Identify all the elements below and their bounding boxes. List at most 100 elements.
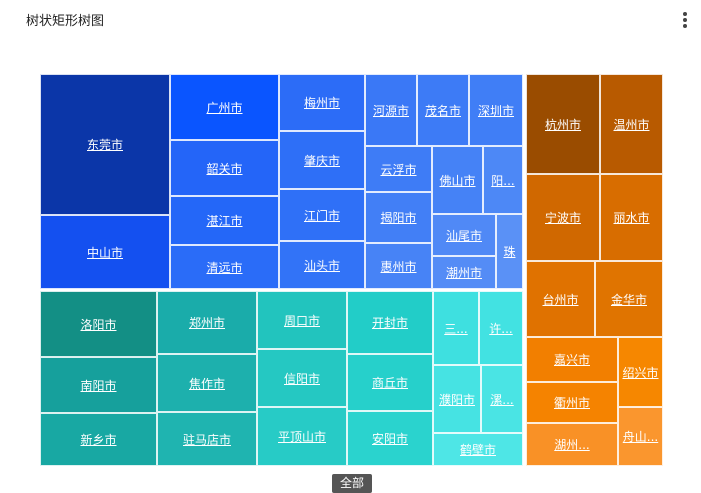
- treemap-cell-label: 安阳市: [371, 432, 408, 446]
- treemap-cell[interactable]: 杭州市: [526, 74, 600, 174]
- treemap-cell[interactable]: 嘉兴市: [526, 337, 618, 382]
- treemap-cell[interactable]: 周口市: [257, 291, 347, 349]
- treemap-cell-label: 鹤壁市: [459, 443, 496, 457]
- treemap-cell[interactable]: 信阳市: [257, 349, 347, 407]
- treemap-cell[interactable]: 清远市: [170, 245, 279, 289]
- treemap-cell-label: 嘉兴市: [553, 353, 590, 367]
- treemap-cell-label: 漯...: [490, 392, 514, 407]
- treemap-cell-label: 郑州市: [188, 316, 225, 330]
- treemap-cell[interactable]: 安阳市: [347, 411, 433, 466]
- treemap-cell[interactable]: 潮州市: [432, 256, 496, 289]
- treemap-cell-label: 珠: [503, 245, 516, 259]
- treemap-cell[interactable]: 驻马店市: [157, 412, 257, 466]
- treemap-cell[interactable]: 东莞市: [40, 74, 170, 215]
- treemap-cell-label: 河源市: [372, 103, 409, 118]
- treemap-cell[interactable]: 许...: [479, 291, 523, 365]
- treemap-cell-label: 驻马店市: [182, 432, 231, 447]
- treemap-cell-label: 深圳市: [477, 103, 514, 118]
- treemap-cell[interactable]: 广州市: [170, 74, 279, 140]
- treemap-cell[interactable]: 丽水市: [600, 174, 663, 261]
- treemap-cell-label: 惠州市: [380, 259, 417, 274]
- treemap-cell-label: 焦作市: [188, 376, 225, 391]
- treemap-cell[interactable]: 中山市: [40, 215, 170, 289]
- treemap-cell[interactable]: 温州市: [600, 74, 663, 174]
- treemap-cell-label: 清远市: [206, 260, 243, 275]
- treemap-cell-label: 金华市: [610, 292, 647, 307]
- treemap-cell[interactable]: 梅州市: [279, 74, 365, 131]
- treemap-cell-label: 洛阳市: [80, 317, 117, 332]
- treemap-cell[interactable]: 商丘市: [347, 354, 433, 411]
- treemap-cell-label: 汕尾市: [445, 228, 482, 243]
- treemap-cell[interactable]: 宁波市: [526, 174, 600, 261]
- treemap-cell[interactable]: 鹤壁市: [433, 433, 523, 466]
- treemap-cell-label: 揭阳市: [380, 211, 417, 225]
- treemap-cell[interactable]: 汕尾市: [432, 214, 496, 256]
- treemap-cell-label: 丽水市: [613, 211, 650, 225]
- treemap-cell-label: 衢州市: [553, 396, 590, 410]
- treemap-cell-label: 云浮市: [380, 162, 417, 177]
- treemap-cell[interactable]: 佛山市: [432, 146, 483, 214]
- treemap-cell-label: 梅州市: [303, 96, 340, 110]
- treemap-cell-label: 江门市: [303, 208, 340, 223]
- treemap-cell[interactable]: 阳...: [483, 146, 523, 214]
- treemap-cell[interactable]: 湛江市: [170, 196, 279, 245]
- breadcrumb-all[interactable]: 全部: [332, 474, 373, 493]
- treemap-cell[interactable]: 南阳市: [40, 357, 157, 413]
- treemap-cell-label: 濮阳市: [438, 392, 475, 407]
- treemap-cell[interactable]: 汕头市: [279, 241, 365, 289]
- treemap-cell[interactable]: 郑州市: [157, 291, 257, 354]
- treemap-cell-label: 绍兴市: [622, 365, 659, 380]
- treemap-cell[interactable]: 茂名市: [417, 74, 469, 146]
- more-vertical-icon[interactable]: [676, 10, 694, 30]
- treemap-cell-label: 宁波市: [544, 211, 581, 225]
- treemap-cell[interactable]: 衢州市: [526, 382, 618, 423]
- treemap-cell-label: 开封市: [371, 316, 408, 330]
- treemap-cell[interactable]: 漯...: [481, 365, 523, 433]
- treemap-cell-label: 广州市: [206, 100, 243, 115]
- treemap-cell-label: 南阳市: [80, 378, 117, 393]
- treemap-cell[interactable]: 韶关市: [170, 140, 279, 196]
- treemap-cell[interactable]: 舟山...: [618, 407, 663, 466]
- treemap-cell-label: 温州市: [613, 117, 650, 132]
- treemap-cell-label: 韶关市: [206, 161, 243, 176]
- treemap-cell[interactable]: 台州市: [526, 261, 595, 337]
- treemap-cell-label: 湖州...: [554, 438, 590, 452]
- treemap-cell[interactable]: 深圳市: [469, 74, 523, 146]
- treemap-cell[interactable]: 绍兴市: [618, 337, 663, 407]
- treemap-plot: 东莞市中山市 广州市韶关市湛江市清远市 梅州市肇庆市江门市汕头市 河源市 茂名市 深圳市云…: [40, 74, 663, 466]
- treemap-cell[interactable]: 濮阳市: [433, 365, 481, 433]
- treemap-cell-label: 湛江市: [206, 214, 243, 228]
- treemap-cell-label: 商丘市: [371, 376, 408, 390]
- treemap-cell[interactable]: 平顶山市: [257, 407, 347, 466]
- treemap-cell-label: 中山市: [86, 245, 123, 260]
- treemap-cell-label: 杭州市: [544, 117, 581, 132]
- treemap-cell[interactable]: 焦作市: [157, 354, 257, 412]
- treemap-cell-label: 佛山市: [439, 173, 476, 188]
- treemap-cell-label: 许...: [489, 321, 513, 336]
- treemap-cell-label: 茂名市: [424, 103, 461, 118]
- treemap-cell-label: 台州市: [542, 292, 579, 307]
- treemap-cell[interactable]: 肇庆市: [279, 131, 365, 189]
- treemap-cell[interactable]: 三...: [433, 291, 479, 365]
- treemap-cell[interactable]: 惠州市: [365, 243, 432, 289]
- treemap-cell[interactable]: 新乡市: [40, 413, 157, 466]
- treemap-cell[interactable]: 揭阳市: [365, 192, 432, 243]
- treemap-cell-label: 东莞市: [86, 138, 123, 152]
- treemap-cell-label: 平顶山市: [277, 430, 326, 444]
- treemap-cell-label: 阳...: [491, 173, 515, 188]
- treemap-cell[interactable]: 云浮市: [365, 146, 432, 192]
- chart-title: 树状矩形树图: [26, 14, 105, 29]
- treemap-cell-label: 新乡市: [80, 433, 117, 447]
- treemap-cell[interactable]: 开封市: [347, 291, 433, 354]
- treemap-cell[interactable]: 珠: [496, 214, 523, 289]
- treemap-cell-label: 汕头市: [303, 258, 340, 273]
- treemap-cell[interactable]: 江门市: [279, 189, 365, 241]
- treemap-cell-label: 潮州市: [445, 266, 482, 280]
- treemap-cell-label: 信阳市: [283, 371, 320, 386]
- treemap-cell[interactable]: 洛阳市: [40, 291, 157, 357]
- treemap-cell[interactable]: 金华市: [595, 261, 663, 337]
- treemap-cell[interactable]: 河源市: [365, 74, 417, 146]
- treemap-cell[interactable]: 湖州...: [526, 423, 618, 466]
- treemap-cell-label: 肇庆市: [303, 153, 340, 168]
- treemap-cell-label: 三...: [444, 321, 468, 336]
